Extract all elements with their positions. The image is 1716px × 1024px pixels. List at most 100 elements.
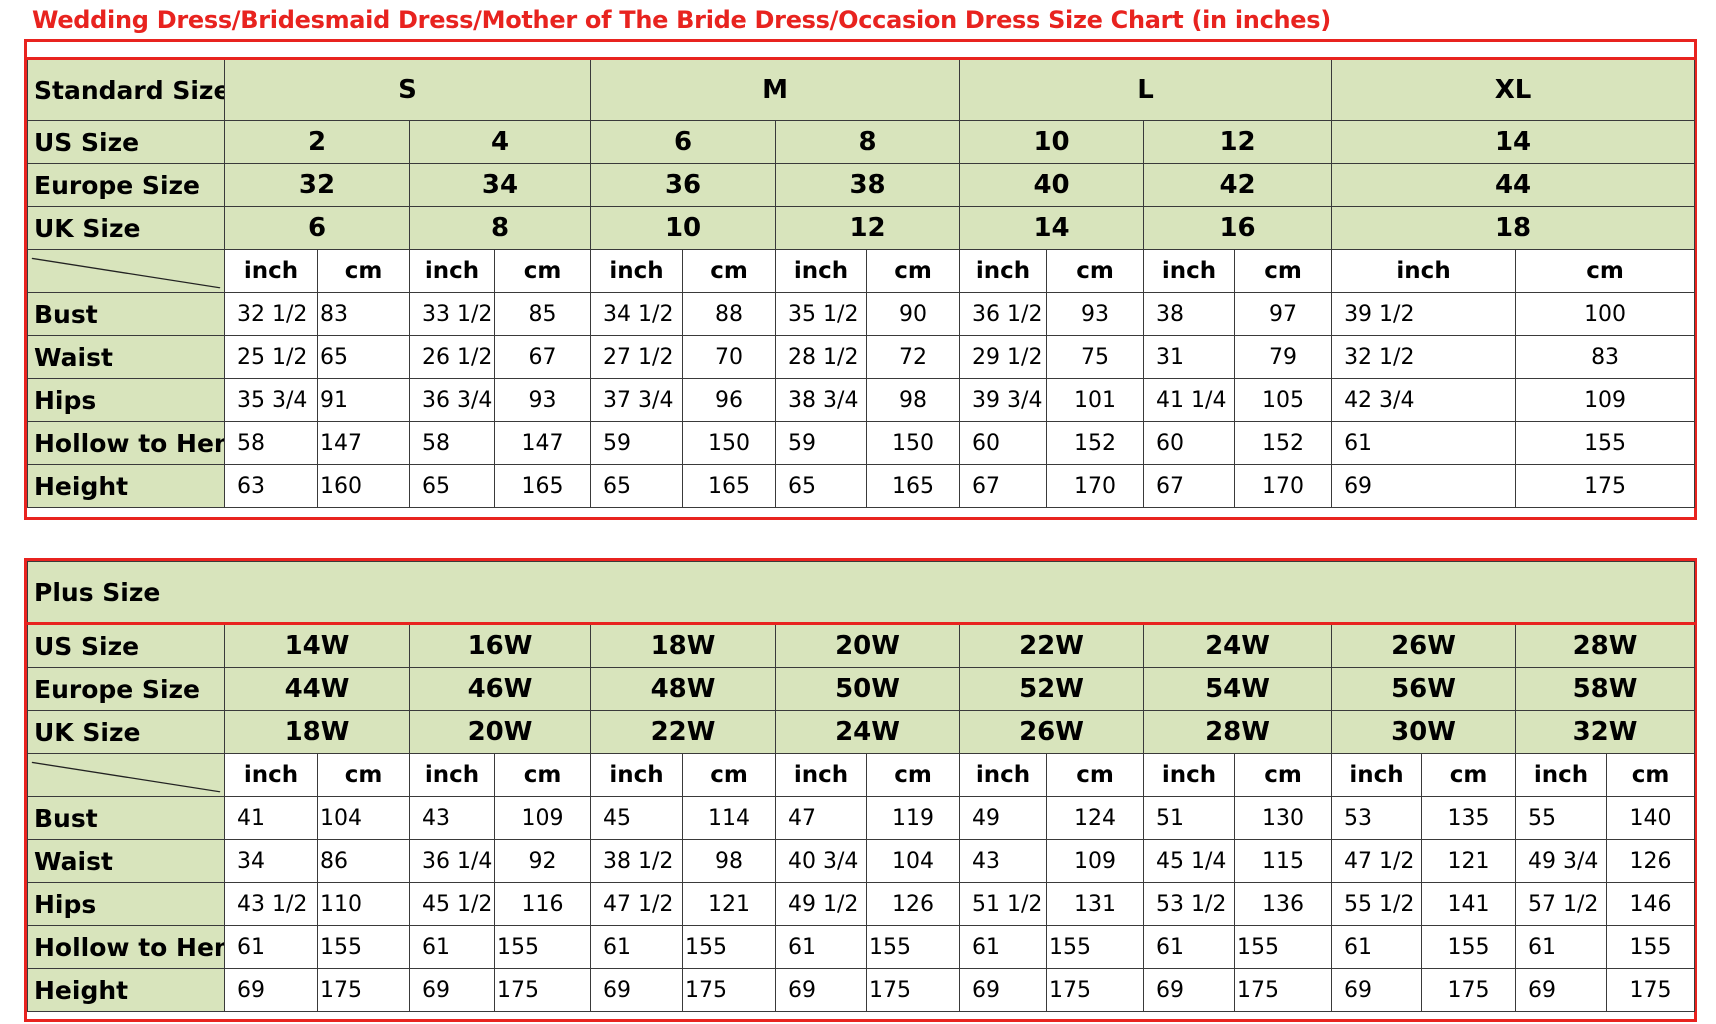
size-cell: 24W (1143, 623, 1332, 668)
inch-value: 32 1/2 (224, 292, 318, 336)
measurement-label: Hips (27, 882, 225, 926)
cm-value: 119 (866, 796, 960, 840)
cm-value: 109 (494, 796, 591, 840)
inch-value: 39 1/2 (1331, 292, 1517, 336)
cm-value: 136 (1234, 882, 1332, 926)
inch-value: 60 (1143, 421, 1236, 465)
inch-value: 53 1/2 (1143, 882, 1235, 926)
inch-value: 25 1/2 (224, 335, 318, 379)
cm-value: 146 (1605, 882, 1696, 926)
unit-cm-header: cm (682, 753, 776, 797)
cm-value: 91 (317, 378, 410, 422)
inch-value: 38 (1143, 292, 1236, 336)
unit-cm-header: cm (494, 753, 591, 797)
cm-value: 141 (1421, 882, 1516, 926)
inch-value: 31 (1143, 335, 1236, 379)
inch-value: 49 3/4 (1515, 839, 1607, 883)
size-group-s: S (223, 58, 592, 121)
inch-value: 61 (959, 925, 1047, 969)
measurement-row-height: Height 63 160 65 165 65 165 65 165 67 170 67 170 69 17… (27, 464, 1696, 508)
unit-inch-header: inch (409, 249, 495, 293)
inch-value: 61 (590, 925, 683, 969)
cm-value: 116 (494, 882, 591, 926)
size-cell: 48W (590, 667, 776, 711)
inch-value: 34 (224, 839, 318, 883)
size-cell: 14 (1331, 120, 1696, 164)
inch-value: 61 (1331, 925, 1422, 969)
cm-value: 86 (317, 839, 410, 883)
measurement-label: Waist (27, 335, 225, 379)
inch-value: 69 (590, 968, 683, 1012)
cm-value: 170 (1234, 464, 1333, 508)
inch-value: 69 (959, 968, 1047, 1012)
unit-row: inch cm inch cm inch cm inch cm inch cm inch cm inch… (27, 753, 1696, 797)
size-cell: 22W (590, 710, 776, 754)
inch-value: 65 (775, 464, 868, 508)
plus-size-header-row: Plus Size (26, 561, 1696, 625)
cm-value: 115 (1234, 839, 1332, 883)
size-cell: 26W (1331, 623, 1516, 668)
measurement-label: Bust (27, 292, 225, 336)
size-group-l: L (959, 58, 1333, 121)
inch-value: 37 3/4 (590, 378, 684, 422)
cm-value: 155 (1046, 925, 1144, 969)
inch-value: 53 (1331, 796, 1422, 840)
inch-value: 61 (1143, 925, 1235, 969)
inch-value: 41 (224, 796, 318, 840)
inch-value: 61 (1515, 925, 1607, 969)
inch-value: 61 (224, 925, 318, 969)
diagonal-header-cell (27, 249, 225, 293)
size-cell: 8 (408, 206, 592, 250)
size-row-label: Europe Size (27, 163, 225, 207)
cm-value: 75 (1046, 335, 1145, 379)
diagonal-header-cell (27, 753, 225, 797)
size-row-label: US Size (27, 120, 225, 164)
cm-value: 140 (1605, 796, 1696, 840)
unit-cm-header: cm (1421, 753, 1516, 797)
size-cell: 28W (1143, 710, 1332, 754)
size-cell: 12 (1143, 120, 1333, 164)
measurement-row-bust: Bust 41 104 43 109 45 114 47 119 49 124 51 130 53 135 5… (27, 796, 1696, 840)
cm-value: 165 (866, 464, 961, 508)
inch-value: 69 (1331, 968, 1422, 1012)
cm-value: 67 (493, 335, 592, 379)
inch-value: 63 (224, 464, 318, 508)
size-cell: 18W (224, 710, 410, 754)
inch-value: 41 1/4 (1143, 378, 1236, 422)
inch-value: 59 (775, 421, 868, 465)
size-cell: 24W (775, 710, 960, 754)
inch-value: 69 (775, 968, 867, 1012)
unit-row: inch cm inch cm inch cm inch cm inch cm inch cm inch… (27, 249, 1696, 293)
cm-value: 152 (1046, 421, 1145, 465)
cm-value: 72 (866, 335, 961, 379)
cm-value: 175 (1515, 464, 1696, 508)
size-cell: 54W (1143, 667, 1332, 711)
unit-inch-header: inch (1515, 753, 1607, 797)
inch-value: 55 1/2 (1331, 882, 1422, 926)
inch-value: 51 (1143, 796, 1235, 840)
diagonal-line (31, 761, 221, 793)
size-row-label: UK Size (27, 710, 225, 754)
measurement-row-hollow-to-hem: Hollow to Hem 58 147 58 147 59 150 59 150 60 152 60… (27, 421, 1696, 465)
size-cell: 16 (1143, 206, 1333, 250)
size-cell: 52W (959, 667, 1144, 711)
inch-value: 33 1/2 (409, 292, 495, 336)
unit-cm-header: cm (317, 753, 410, 797)
europe-size-row: Europe Size 32 34 36 38 40 42 44 (27, 163, 1696, 207)
unit-cm-header: cm (493, 249, 592, 293)
inch-value: 38 1/2 (590, 839, 683, 883)
size-cell: 28W (1514, 623, 1696, 668)
size-row-label: US Size (27, 623, 225, 668)
cm-value: 175 (682, 968, 776, 1012)
cm-value: 165 (682, 464, 777, 508)
size-cell: 56W (1331, 667, 1516, 711)
cm-value: 165 (493, 464, 592, 508)
size-group-xl: XL (1331, 58, 1696, 121)
unit-cm-header: cm (866, 753, 960, 797)
unit-inch-header: inch (1331, 249, 1517, 293)
inch-value: 49 1/2 (775, 882, 867, 926)
unit-cm-header: cm (1046, 753, 1144, 797)
size-cell: 44 (1331, 163, 1696, 207)
cm-value: 97 (1234, 292, 1333, 336)
cm-value: 88 (682, 292, 777, 336)
